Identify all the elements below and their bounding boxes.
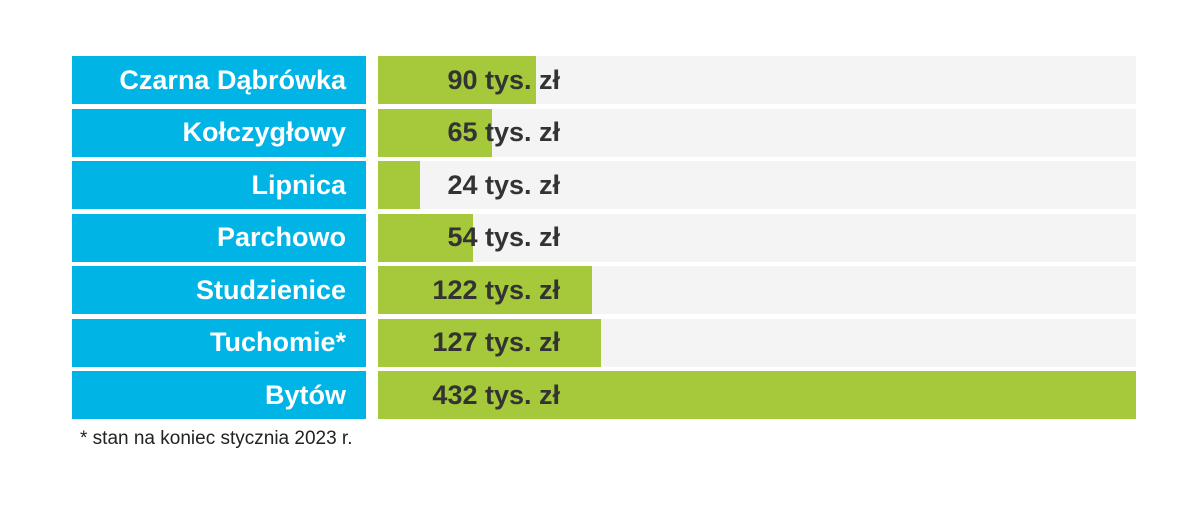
bar-row: Parchowo 54 tys. zł	[0, 213, 1200, 262]
bar-track: 122 tys. zł	[378, 266, 1136, 314]
bar-track: 432 tys. zł	[378, 371, 1136, 419]
category-label: Bytów	[72, 371, 366, 419]
bar-row: Czarna Dąbrówka 90 tys. zł	[0, 56, 1200, 104]
bar	[378, 108, 493, 157]
value-label: 54 tys. zł	[447, 222, 560, 252]
bar-row: Bytów 432 tys. zł	[0, 371, 1200, 419]
bar-track: 127 tys. zł	[378, 318, 1136, 367]
bar	[378, 56, 536, 104]
bar	[378, 318, 601, 367]
value-label: 432 tys. zł	[432, 379, 560, 410]
category-label: Tuchomie*	[72, 318, 366, 367]
footnote: * stan na koniec stycznia 2023 r.	[80, 428, 353, 449]
category-label: Lipnica	[72, 161, 366, 209]
category-label: Czarna Dąbrówka	[72, 56, 366, 104]
bar	[378, 161, 421, 209]
bar-row: Lipnica 24 tys. zł	[0, 161, 1200, 209]
bar-row: Studzienice 122 tys. zł	[0, 266, 1200, 314]
value-label: 24 tys. zł	[447, 169, 560, 200]
value-label: 65 tys. zł	[447, 117, 560, 147]
bar-track: 24 tys. zł	[378, 161, 1136, 209]
value-label: 90 tys. zł	[447, 64, 560, 95]
bar-track: 90 tys. zł	[378, 56, 1136, 104]
value-label: 127 tys. zł	[432, 327, 560, 357]
bar	[378, 266, 593, 314]
bar	[378, 371, 1136, 419]
value-label: 122 tys. zł	[432, 274, 560, 305]
bar-row: Kołczygłowy 65 tys. zł	[0, 108, 1200, 157]
bar-row: Tuchomie* 127 tys. zł	[0, 318, 1200, 367]
category-label: Studzienice	[72, 266, 366, 314]
bar-track: 54 tys. zł	[378, 213, 1136, 262]
bar	[378, 213, 473, 262]
bar-track: 65 tys. zł	[378, 108, 1136, 157]
category-label: Parchowo	[72, 213, 366, 262]
category-label: Kołczygłowy	[72, 108, 366, 157]
